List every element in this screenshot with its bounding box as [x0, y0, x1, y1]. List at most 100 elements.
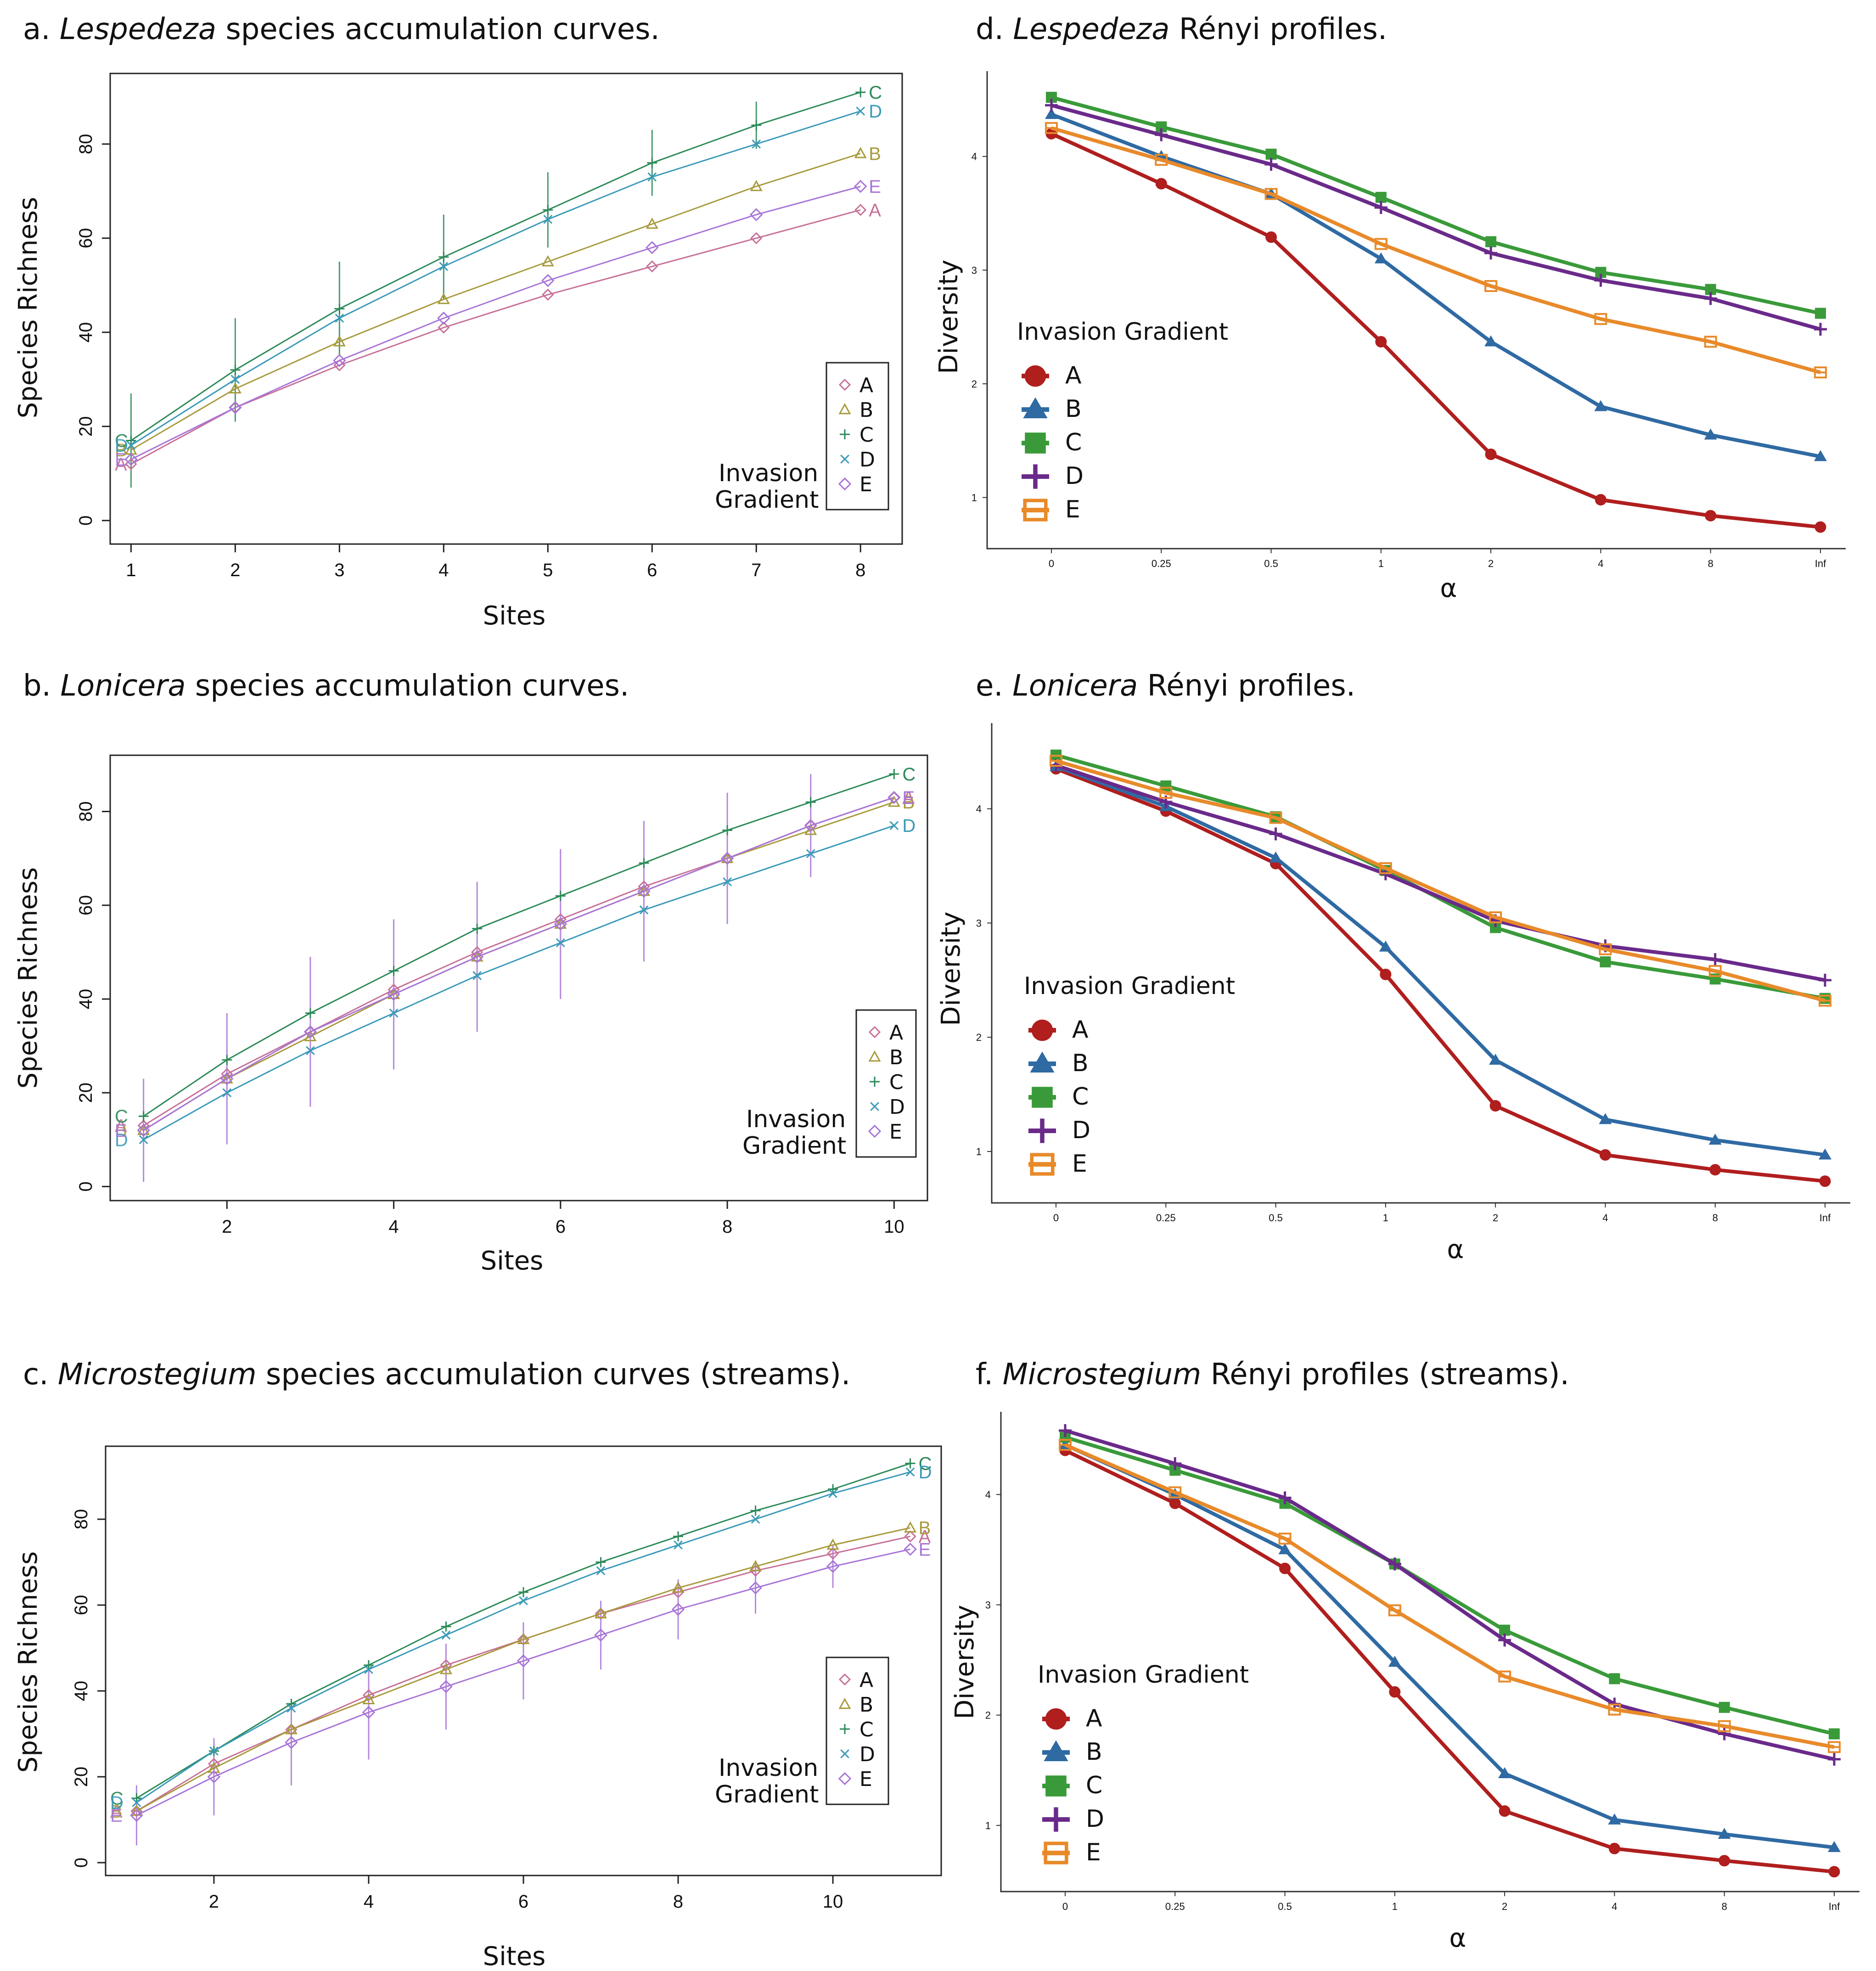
- marker-d: [905, 1467, 915, 1477]
- marker-d: [1484, 247, 1498, 260]
- marker-b: [1374, 252, 1387, 264]
- marker-b: [826, 1538, 839, 1550]
- marker-c: [840, 429, 850, 439]
- marker-a: [1389, 1686, 1401, 1698]
- legend-item-label: E: [1072, 1150, 1087, 1178]
- panel-title-rest: species accumulation curves.: [216, 12, 660, 46]
- panel-title-genus: Lespedeza: [1013, 12, 1169, 46]
- marker-a: [1375, 336, 1387, 348]
- marker-d: [439, 262, 449, 271]
- marker-b: [838, 1697, 851, 1709]
- x-tick-label: 0.5: [1269, 1212, 1283, 1224]
- series-line: [130, 91, 861, 441]
- marker-a: [1380, 968, 1392, 980]
- panel-title-rest: species accumulation curves.: [186, 669, 629, 703]
- series-e: EE: [115, 177, 881, 470]
- marker-a: [904, 1530, 916, 1543]
- marker-b: [646, 217, 658, 229]
- marker-c: [840, 1724, 850, 1734]
- legend-title: Invasion Gradient: [1038, 1661, 1249, 1689]
- marker-b: [904, 1521, 917, 1533]
- plot-frame: [109, 754, 928, 1202]
- y-axis-label: Species Richness: [13, 197, 43, 418]
- x-tick-label: 10: [823, 1892, 843, 1912]
- marker-c: [1045, 1775, 1067, 1797]
- y-axis-label: Species Richness: [13, 1551, 43, 1773]
- marker-a: [854, 204, 867, 216]
- marker-c: [1609, 1673, 1620, 1685]
- marker-e: [362, 1706, 376, 1719]
- panel-title: a. Lespedeza species accumulation curves…: [23, 12, 660, 46]
- x-axis-label: Sites: [481, 1246, 544, 1276]
- marker-e: [303, 1025, 317, 1039]
- marker-d: [1828, 1752, 1841, 1766]
- panel-title: c. Microstegium species accumulation cur…: [23, 1358, 850, 1392]
- series-c: CC: [115, 83, 882, 451]
- marker-c: [639, 858, 649, 868]
- marker-d: [1059, 1424, 1072, 1437]
- y-axis-label: Diversity: [936, 911, 966, 1026]
- marker-b: [362, 1693, 375, 1704]
- series-end-label: A: [919, 1527, 931, 1547]
- marker-c: [555, 891, 566, 901]
- marker-c: [805, 797, 816, 808]
- marker-c: [889, 769, 899, 779]
- legend-box: [855, 1009, 917, 1158]
- y-tick-label: 4: [972, 151, 977, 163]
- marker-d: [828, 1488, 837, 1498]
- x-tick-label: 0.25: [1151, 558, 1171, 569]
- marker-b: [1498, 1767, 1511, 1778]
- series-line: [1050, 95, 1821, 315]
- panel-title-genus: Lonicera: [60, 669, 185, 703]
- panel-title: b. Lonicera species accumulation curves.: [23, 669, 629, 703]
- series-line: [130, 209, 861, 465]
- marker-e: [750, 208, 763, 221]
- panel-label: e.: [976, 669, 1012, 703]
- marker-b: [1023, 397, 1048, 418]
- x-tick-label: 4: [438, 560, 449, 580]
- marker-e: [887, 791, 901, 804]
- x-tick-label: 4: [388, 1217, 399, 1237]
- y-tick-label: 40: [76, 322, 96, 343]
- legend-item-label: E: [889, 1120, 902, 1144]
- x-tick-label: 4: [364, 1892, 374, 1912]
- marker-b: [1269, 851, 1282, 863]
- marker-a: [1719, 1855, 1730, 1867]
- series-end-label: A: [869, 200, 881, 220]
- marker-a: [646, 260, 658, 273]
- marker-d: [856, 107, 865, 116]
- marker-d: [1155, 128, 1168, 141]
- x-tick-label: 2: [230, 560, 240, 580]
- marker-b: [229, 382, 242, 394]
- x-tick-label: 2: [222, 1217, 232, 1237]
- marker-a: [137, 1119, 150, 1132]
- legend-item-label: D: [859, 448, 875, 472]
- marker-c: [750, 1505, 761, 1516]
- marker-b: [517, 1633, 530, 1645]
- x-tick-label: 4: [1602, 1212, 1608, 1224]
- marker-d: [674, 1540, 683, 1550]
- marker-e: [637, 884, 651, 898]
- y-tick-label: 80: [76, 801, 96, 822]
- y-tick-label: 2: [976, 1032, 982, 1043]
- series-line: [1050, 132, 1821, 529]
- legend-item-label: E: [859, 1768, 872, 1791]
- legend-title: Gradient: [742, 1132, 846, 1160]
- x-tick-label: 2: [1502, 1901, 1507, 1912]
- series-e: EE: [110, 1539, 931, 1826]
- legend-item-label: D: [889, 1095, 905, 1119]
- series-line: [1055, 764, 1825, 982]
- marker-c: [647, 157, 657, 168]
- y-tick-label: 4: [985, 1489, 991, 1500]
- chart-f: 0 0.25 0.5 1 2 4 8 Inf 1 2 3 4 α Diversity Invasion Gr…: [950, 1412, 1859, 1953]
- series-start-label: E: [115, 1121, 127, 1141]
- x-tick-label: 0.5: [1264, 558, 1278, 569]
- legend-item-label: E: [859, 473, 872, 496]
- marker-c: [751, 120, 762, 130]
- x-tick-label: 2: [1493, 1212, 1498, 1224]
- marker-a: [1705, 510, 1717, 522]
